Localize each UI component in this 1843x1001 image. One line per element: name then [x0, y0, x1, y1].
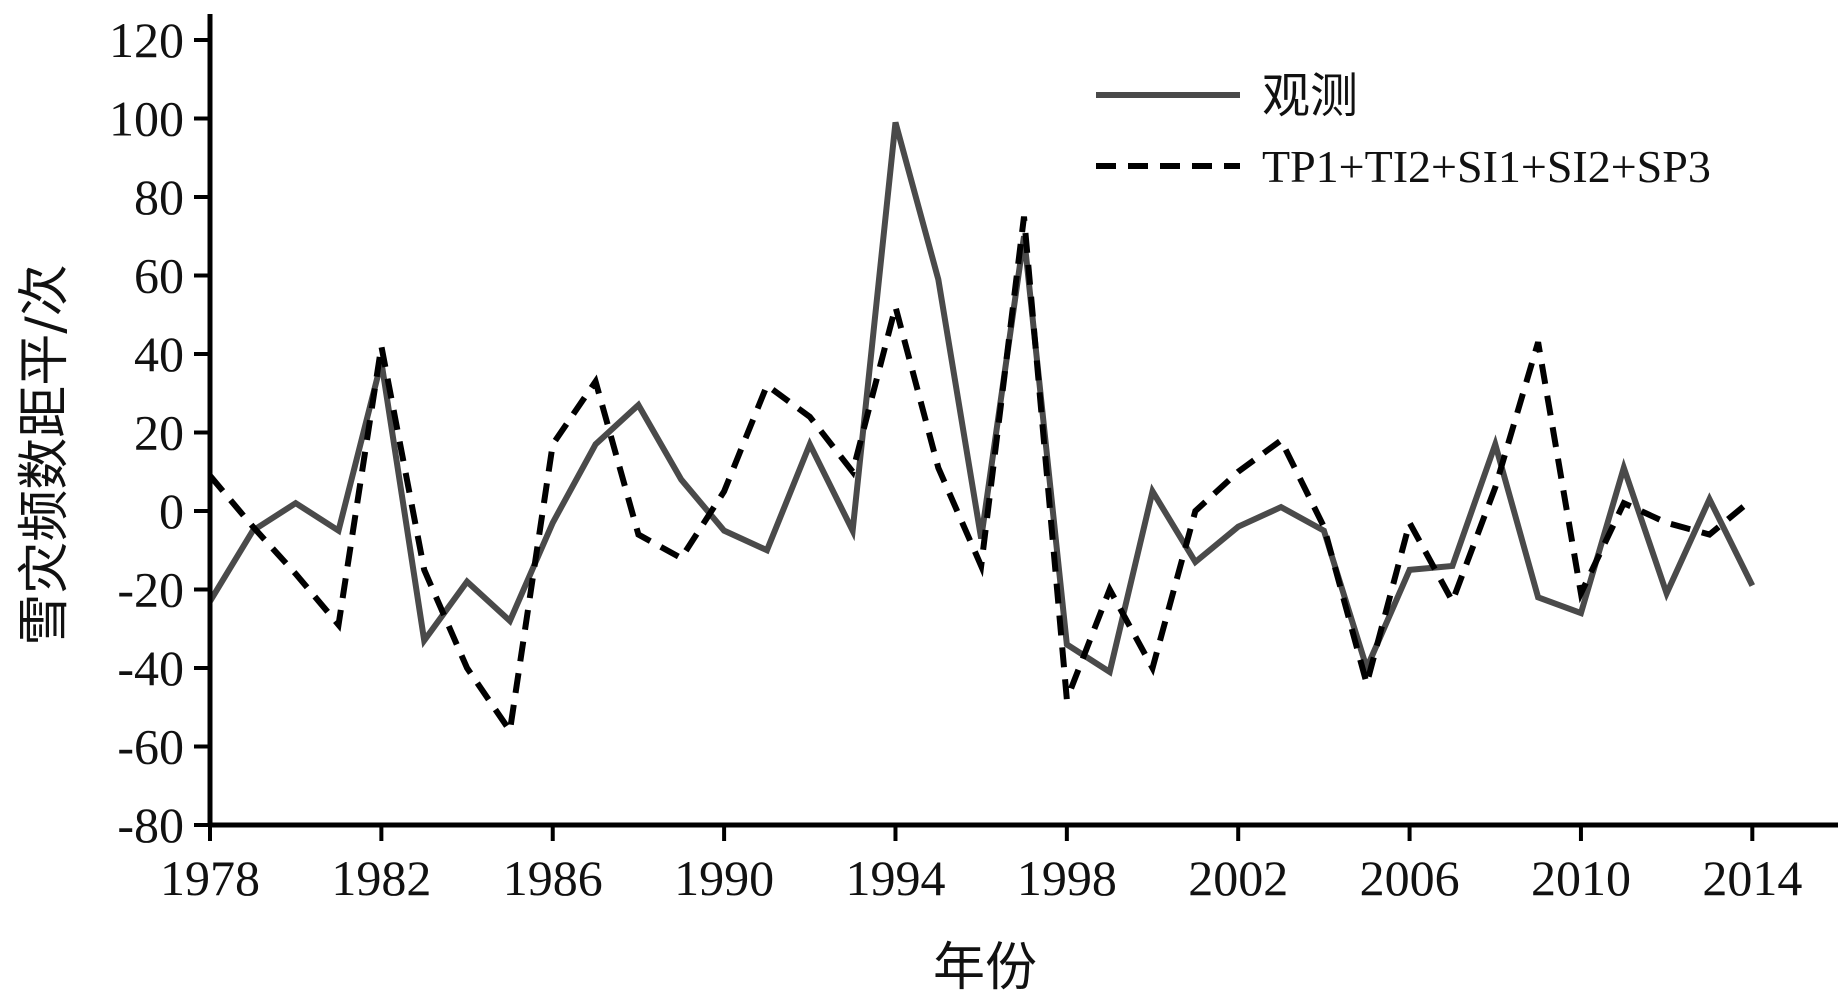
y-tick-label: -40 — [117, 640, 184, 696]
series-lines — [207, 121, 1756, 739]
y-tick-label: 20 — [134, 405, 184, 461]
x-tick-label: 2010 — [1531, 850, 1631, 906]
legend-label-observed: 观测 — [1262, 68, 1358, 124]
x-tick-label: 1986 — [503, 850, 603, 906]
x-tick-label: 1998 — [1017, 850, 1117, 906]
y-axis: -80 -60 -40 -20 0 20 40 60 80 100 120 — [109, 12, 213, 853]
y-tick-label: 100 — [109, 91, 184, 147]
y-tick-label: -80 — [117, 797, 184, 853]
series-line-model — [207, 216, 1755, 739]
y-tick-label: -60 — [117, 719, 184, 775]
y-tick-label: 60 — [134, 248, 184, 304]
x-tick-label: 1978 — [160, 850, 260, 906]
x-tick-label: 2006 — [1360, 850, 1460, 906]
x-tick-label: 1994 — [845, 850, 945, 906]
plot-area — [207, 121, 1756, 739]
y-tick-label: 40 — [134, 326, 184, 382]
y-tick-label: 80 — [134, 169, 184, 225]
x-tick-label: 2014 — [1702, 850, 1802, 906]
x-axis-title: 年份 — [933, 938, 1037, 998]
series-line-observed — [207, 121, 1756, 677]
x-tick-label: 2002 — [1188, 850, 1288, 906]
legend: 观测 TP1+TI2+SI1+SI2+SP3 — [1096, 68, 1711, 192]
y-axis-title: 雪灾频数距平/次 — [15, 264, 75, 646]
y-tick-label: 120 — [109, 12, 184, 68]
x-axis: 1978 1982 1986 1990 1994 1998 2002 2006 2010 2014 — [160, 822, 1838, 906]
x-tick-label: 1990 — [674, 850, 774, 906]
y-tick-label: 0 — [159, 483, 184, 539]
y-tick-label: -20 — [117, 562, 184, 618]
x-tick-label: 1982 — [331, 850, 431, 906]
legend-label-model: TP1+TI2+SI1+SI2+SP3 — [1262, 141, 1711, 192]
